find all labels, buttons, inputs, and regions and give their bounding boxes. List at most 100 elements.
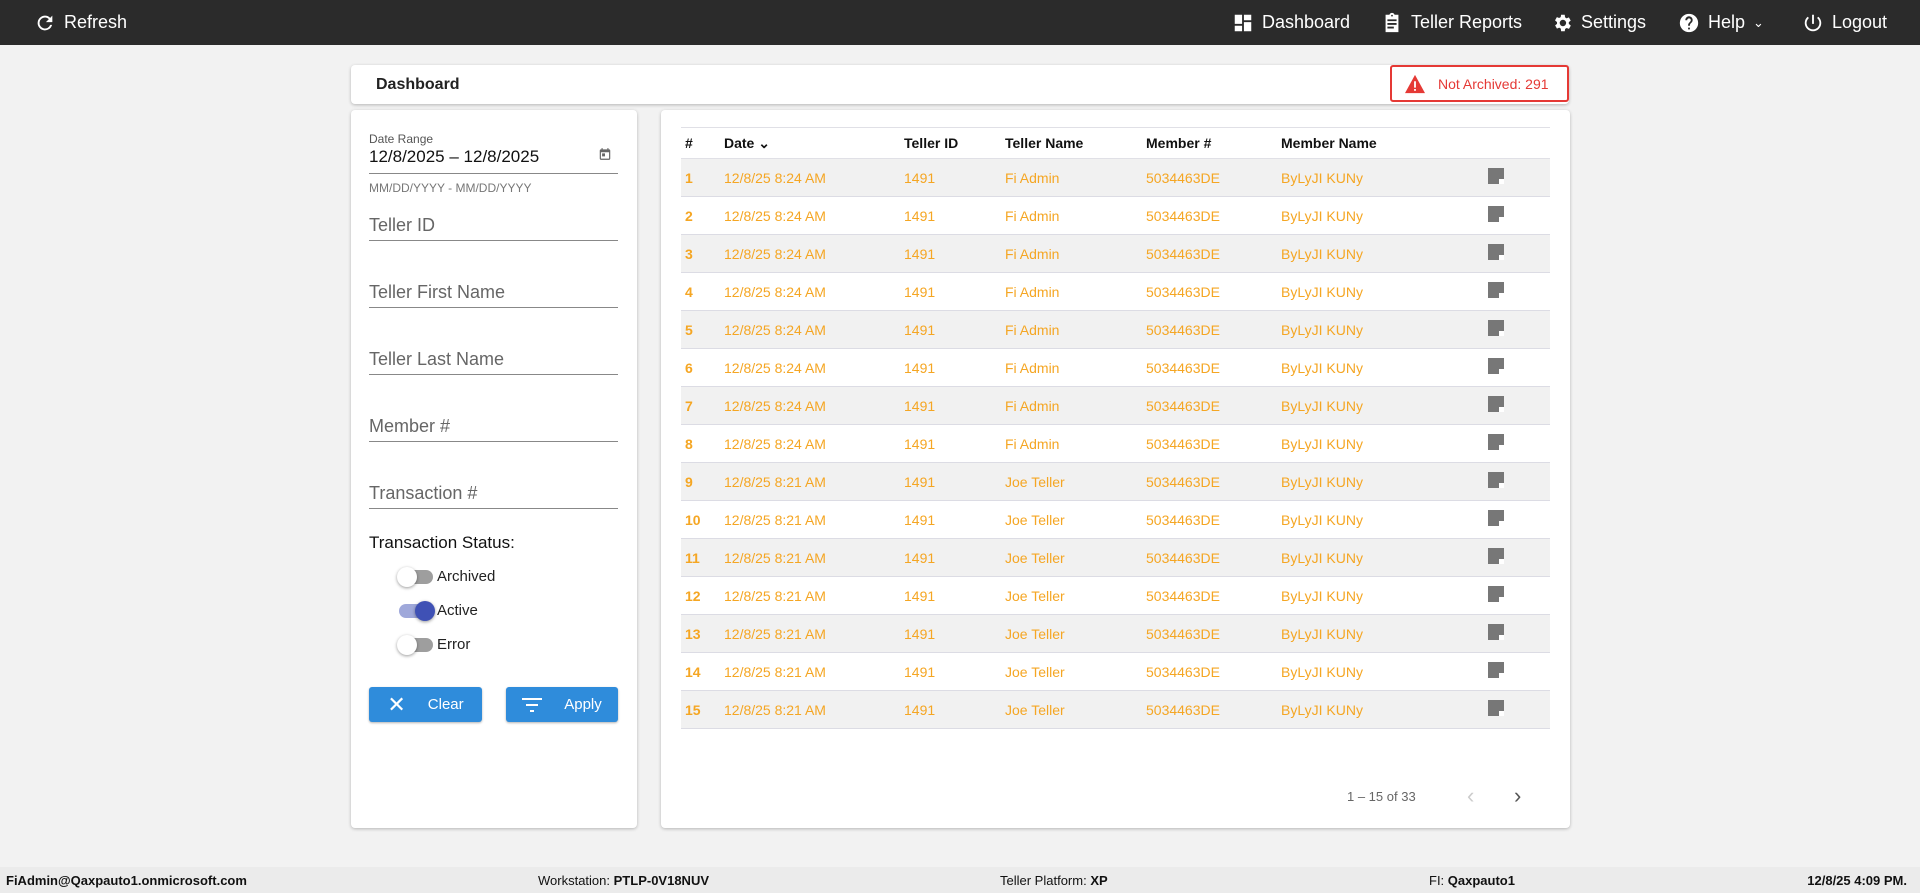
- note-icon[interactable]: [1488, 168, 1504, 184]
- row-member-number: 5034463DE: [1142, 690, 1277, 729]
- row-member-name: ByLyJI KUNy: [1277, 538, 1484, 577]
- table-row[interactable]: 2 12/8/25 8:24 AM 1491 Fi Admin 5034463DE ByL…: [681, 196, 1550, 235]
- clear-label: Clear: [427, 696, 464, 713]
- row-actions: [1484, 196, 1550, 235]
- nav-settings[interactable]: Settings: [1551, 0, 1646, 45]
- nav-logout[interactable]: Logout: [1802, 0, 1887, 45]
- row-member-name: ByLyJI KUNy: [1277, 158, 1484, 197]
- teller-first-name-input[interactable]: Teller First Name: [369, 282, 618, 308]
- row-member-number: 5034463DE: [1142, 538, 1277, 577]
- row-number: 6: [681, 348, 720, 387]
- row-number: 2: [681, 196, 720, 235]
- note-icon[interactable]: [1488, 358, 1504, 374]
- note-icon[interactable]: [1488, 396, 1504, 412]
- row-date: 12/8/25 8:24 AM: [720, 310, 900, 349]
- teller-last-name-placeholder: Teller Last Name: [369, 349, 505, 369]
- apply-button[interactable]: Apply: [506, 687, 618, 722]
- row-number: 1: [681, 158, 720, 197]
- row-teller-name: Fi Admin: [1001, 196, 1142, 235]
- toggle-archived-label: Archived: [437, 568, 496, 585]
- table-row[interactable]: 1 12/8/25 8:24 AM 1491 Fi Admin 5034463DE ByL…: [681, 158, 1550, 197]
- row-number: 3: [681, 234, 720, 273]
- row-actions: [1484, 424, 1550, 463]
- nav-teller-reports[interactable]: Teller Reports: [1381, 0, 1522, 45]
- table-row[interactable]: 5 12/8/25 8:24 AM 1491 Fi Admin 5034463DE ByL…: [681, 310, 1550, 349]
- table-row[interactable]: 12 12/8/25 8:21 AM 1491 Joe Teller 5034463DE…: [681, 576, 1550, 615]
- status-footer: FiAdmin@Qaxpauto1.onmicrosoft.com Workst…: [0, 867, 1920, 893]
- row-teller-id: 1491: [900, 614, 1001, 653]
- row-actions: [1484, 348, 1550, 387]
- row-teller-name: Joe Teller: [1001, 500, 1142, 539]
- row-teller-id: 1491: [900, 234, 1001, 273]
- note-icon[interactable]: [1488, 510, 1504, 526]
- page-title: Dashboard: [376, 76, 460, 93]
- calendar-icon[interactable]: [598, 147, 612, 161]
- prev-page-icon[interactable]: ‹: [1467, 783, 1475, 808]
- row-actions: [1484, 158, 1550, 197]
- member-number-placeholder: Member #: [369, 416, 451, 436]
- filter-icon: [522, 697, 543, 712]
- member-number-input[interactable]: Member #: [369, 416, 618, 442]
- note-icon[interactable]: [1488, 244, 1504, 260]
- row-member-number: 5034463DE: [1142, 386, 1277, 425]
- row-member-number: 5034463DE: [1142, 234, 1277, 273]
- nav-dashboard[interactable]: Dashboard: [1232, 0, 1350, 45]
- note-icon[interactable]: [1488, 320, 1504, 336]
- clear-button[interactable]: ✕ Clear: [369, 687, 482, 722]
- footer-fi: FI: Qaxpauto1: [1429, 873, 1515, 888]
- note-icon[interactable]: [1488, 624, 1504, 640]
- row-number: 15: [681, 690, 720, 729]
- table-row[interactable]: 3 12/8/25 8:24 AM 1491 Fi Admin 5034463DE ByL…: [681, 234, 1550, 273]
- refresh-button[interactable]: Refresh: [34, 0, 127, 45]
- transaction-number-input[interactable]: Transaction #: [369, 483, 618, 509]
- not-archived-text: Not Archived: 291: [1438, 75, 1549, 92]
- note-icon[interactable]: [1488, 586, 1504, 602]
- toggle-error[interactable]: Error: [397, 634, 470, 655]
- date-range-value: 12/8/2025 – 12/8/2025: [369, 147, 540, 166]
- next-page-icon[interactable]: ›: [1514, 783, 1522, 808]
- table-row[interactable]: 10 12/8/25 8:21 AM 1491 Joe Teller 5034463DE…: [681, 500, 1550, 539]
- toggle-archived[interactable]: Archived: [397, 566, 496, 587]
- table-row[interactable]: 8 12/8/25 8:24 AM 1491 Fi Admin 5034463DE ByL…: [681, 424, 1550, 463]
- row-date: 12/8/25 8:24 AM: [720, 272, 900, 311]
- toggle-active[interactable]: Active: [399, 600, 478, 621]
- note-icon[interactable]: [1488, 548, 1504, 564]
- row-member-number: 5034463DE: [1142, 196, 1277, 235]
- teller-last-name-input[interactable]: Teller Last Name: [369, 349, 618, 375]
- row-teller-id: 1491: [900, 158, 1001, 197]
- note-icon[interactable]: [1488, 206, 1504, 222]
- table-row[interactable]: 11 12/8/25 8:21 AM 1491 Joe Teller 5034463DE…: [681, 538, 1550, 577]
- row-actions: [1484, 652, 1550, 691]
- table-row[interactable]: 4 12/8/25 8:24 AM 1491 Fi Admin 5034463DE ByL…: [681, 272, 1550, 311]
- note-icon[interactable]: [1488, 700, 1504, 716]
- row-teller-name: Joe Teller: [1001, 614, 1142, 653]
- table-row[interactable]: 9 12/8/25 8:21 AM 1491 Joe Teller 5034463DE B…: [681, 462, 1550, 501]
- note-icon[interactable]: [1488, 662, 1504, 678]
- note-icon[interactable]: [1488, 434, 1504, 450]
- row-date: 12/8/25 8:24 AM: [720, 158, 900, 197]
- table-row[interactable]: 15 12/8/25 8:21 AM 1491 Joe Teller 5034463DE…: [681, 690, 1550, 729]
- table-row[interactable]: 14 12/8/25 8:21 AM 1491 Joe Teller 5034463DE…: [681, 652, 1550, 691]
- note-icon[interactable]: [1488, 472, 1504, 488]
- row-member-name: ByLyJI KUNy: [1277, 690, 1484, 729]
- table-row[interactable]: 7 12/8/25 8:24 AM 1491 Fi Admin 5034463DE ByL…: [681, 386, 1550, 425]
- nav-help[interactable]: Help ⌄: [1678, 0, 1764, 45]
- row-date: 12/8/25 8:21 AM: [720, 690, 900, 729]
- date-range-field[interactable]: Date Range 12/8/2025 – 12/8/2025: [369, 132, 618, 174]
- row-date: 12/8/25 8:21 AM: [720, 576, 900, 615]
- footer-platform: Teller Platform: XP: [1000, 873, 1108, 888]
- paginator: 1 – 15 of 33 ‹ ›: [661, 783, 1570, 808]
- row-number: 13: [681, 614, 720, 653]
- refresh-label: Refresh: [64, 12, 128, 32]
- row-number: 7: [681, 386, 720, 425]
- table-row[interactable]: 13 12/8/25 8:21 AM 1491 Joe Teller 5034463DE…: [681, 614, 1550, 653]
- row-teller-name: Fi Admin: [1001, 310, 1142, 349]
- not-archived-badge[interactable]: Not Archived: 291: [1390, 65, 1569, 102]
- row-member-name: ByLyJI KUNy: [1277, 234, 1484, 273]
- row-teller-id: 1491: [900, 310, 1001, 349]
- teller-id-input[interactable]: Teller ID: [369, 215, 618, 241]
- apply-label: Apply: [564, 696, 602, 713]
- table-row[interactable]: 6 12/8/25 8:24 AM 1491 Fi Admin 5034463DE ByL…: [681, 348, 1550, 387]
- col-date[interactable]: Date ⌄: [720, 127, 900, 159]
- note-icon[interactable]: [1488, 282, 1504, 298]
